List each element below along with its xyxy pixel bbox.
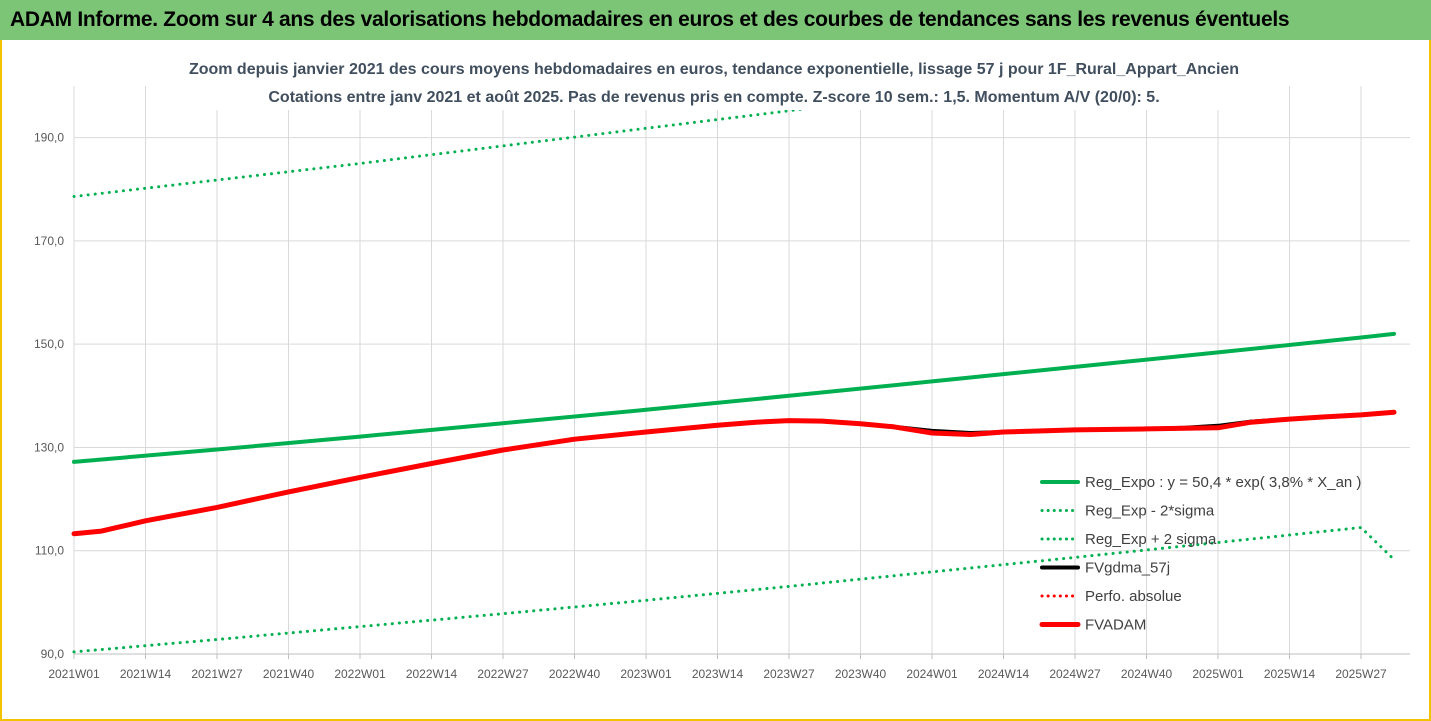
x-tick-label: 2024W01 xyxy=(906,667,958,681)
legend-label: Reg_Expo : y = 50,4 * exp( 3,8% * X_an ) xyxy=(1085,474,1361,491)
x-tick-label: 2021W40 xyxy=(263,667,315,681)
x-tick-label: 2021W01 xyxy=(48,667,100,681)
y-tick-label: 110,0 xyxy=(35,544,64,558)
chart-title-background xyxy=(172,54,1252,110)
banner-title: ADAM Informe. Zoom sur 4 ans des valoris… xyxy=(10,8,1290,31)
banner: ADAM Informe. Zoom sur 4 ans des valoris… xyxy=(0,0,1431,40)
series-layer xyxy=(71,86,1397,654)
x-tick-label: 2024W14 xyxy=(978,667,1030,681)
y-tick-label: 170,0 xyxy=(34,234,64,248)
x-tick-label: 2023W27 xyxy=(763,667,815,681)
x-tick-label: 2025W27 xyxy=(1335,667,1387,681)
y-axis: 90,0 110,0 130,0 150,0 170,0 190,0 xyxy=(34,131,64,661)
x-tick-label: 2022W14 xyxy=(406,667,458,681)
chart-title: Zoom depuis janvier 2021 des cours moyen… xyxy=(189,61,1239,78)
x-tick-label: 2024W27 xyxy=(1049,667,1101,681)
x-tick-label: 2024W40 xyxy=(1121,667,1173,681)
x-tick-label: 2021W14 xyxy=(120,667,172,681)
x-tick-label: 2023W14 xyxy=(692,667,744,681)
legend-label: Perfo. absolue xyxy=(1085,588,1182,605)
legend-label: Reg_Exp - 2*sigma xyxy=(1085,503,1215,520)
x-tick-label: 2022W40 xyxy=(549,667,601,681)
legend-label: FVgdma_57j xyxy=(1085,560,1170,577)
y-tick-label: 150,0 xyxy=(34,337,64,351)
x-tick-label: 2021W27 xyxy=(191,667,243,681)
y-tick-label: 130,0 xyxy=(34,440,64,454)
y-tick-label: 90,0 xyxy=(41,647,65,661)
series-line-2 xyxy=(72,86,996,198)
chart-subtitle: Cotations entre janv 2021 et août 2025. … xyxy=(268,89,1159,106)
series-line-1 xyxy=(72,526,1396,654)
x-axis: 2021W01 2021W14 2021W27 2021W40 2022W01 2022W… xyxy=(48,653,1410,681)
x-tick-label: 2025W01 xyxy=(1192,667,1244,681)
chart-frame: 90,0 110,0 130,0 150,0 170,0 190,0 2021W01 202… xyxy=(0,40,1431,721)
series-line-5 xyxy=(71,409,1397,537)
x-tick-label: 2025W14 xyxy=(1264,667,1316,681)
x-tick-label: 2022W27 xyxy=(477,667,529,681)
x-tick-label: 2023W01 xyxy=(620,667,672,681)
x-tick-label: 2023W40 xyxy=(835,667,887,681)
legend-label: Reg_Exp + 2 sigma xyxy=(1085,531,1217,548)
y-tick-label: 190,0 xyxy=(34,131,64,145)
legend: Reg_Expo : y = 50,4 * exp( 3,8% * X_an )… xyxy=(1039,474,1361,634)
x-tick-label: 2022W01 xyxy=(334,667,386,681)
legend-label: FVADAM xyxy=(1085,617,1146,634)
grid-layer xyxy=(73,86,1410,655)
series-line-0 xyxy=(72,331,1396,464)
